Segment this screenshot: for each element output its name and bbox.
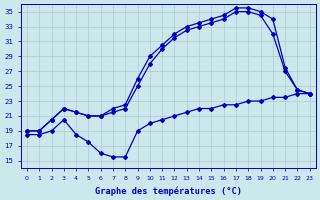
X-axis label: Graphe des températures (°C): Graphe des températures (°C) [95,186,242,196]
